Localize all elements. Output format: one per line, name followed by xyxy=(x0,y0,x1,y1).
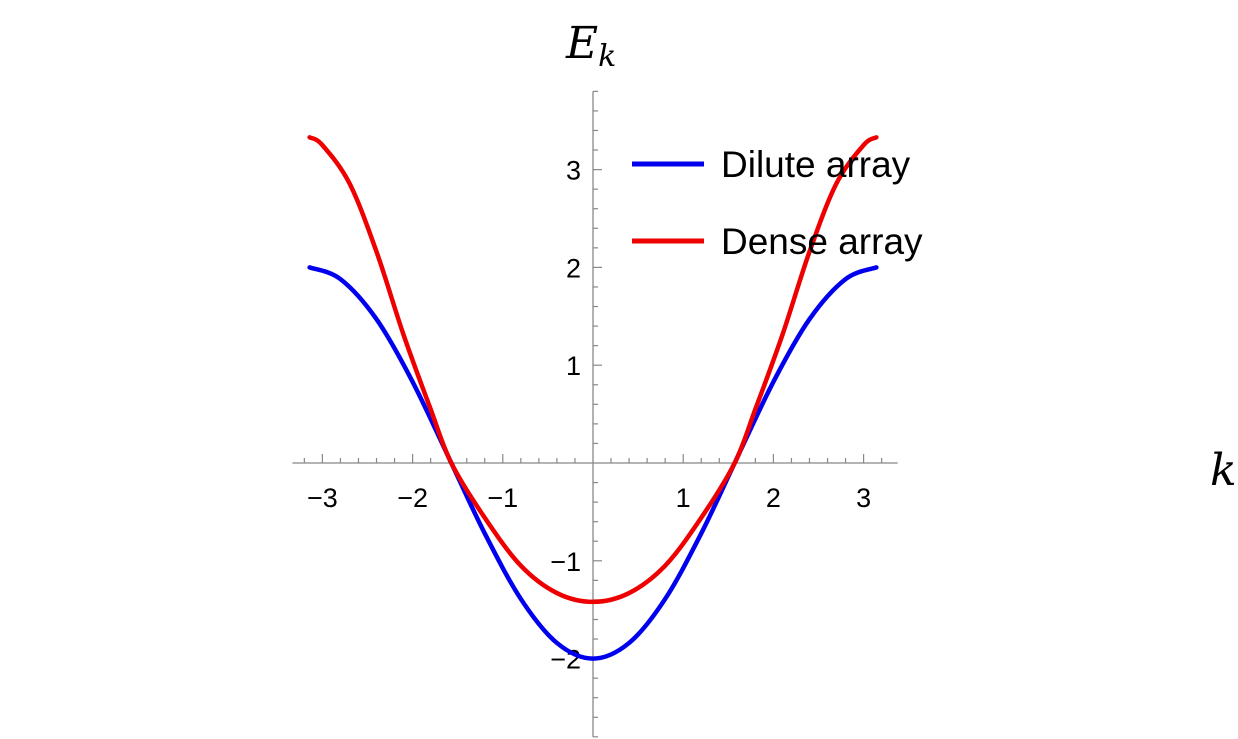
y-tick-label: −1 xyxy=(550,547,581,577)
legend-label: Dense array xyxy=(721,221,923,262)
x-tick-label: −2 xyxy=(397,483,428,513)
x-tick-label: 1 xyxy=(676,483,691,513)
dense-array-line xyxy=(307,135,879,605)
y-axis-label: Ek xyxy=(565,18,616,74)
x-tick-label: 2 xyxy=(766,483,781,513)
y-tick-label: 2 xyxy=(566,253,581,283)
y-tick-label: 1 xyxy=(566,351,581,381)
dilute-array-line xyxy=(307,265,879,661)
y-axis-label-main: E xyxy=(565,18,598,69)
axis-labels: Ek k xyxy=(565,18,1237,496)
legend-label: Dilute array xyxy=(721,144,911,185)
y-axis-label-subscript: k xyxy=(598,39,616,74)
series-layer xyxy=(307,135,879,661)
y-tick-label: 3 xyxy=(566,156,581,186)
x-tick-label: 3 xyxy=(856,483,871,513)
axes xyxy=(292,91,898,737)
legend: Dilute array Dense array xyxy=(632,144,923,262)
x-axis-label: k xyxy=(1210,445,1237,496)
x-tick-label: −1 xyxy=(487,483,518,513)
x-tick-label: −3 xyxy=(307,483,338,513)
